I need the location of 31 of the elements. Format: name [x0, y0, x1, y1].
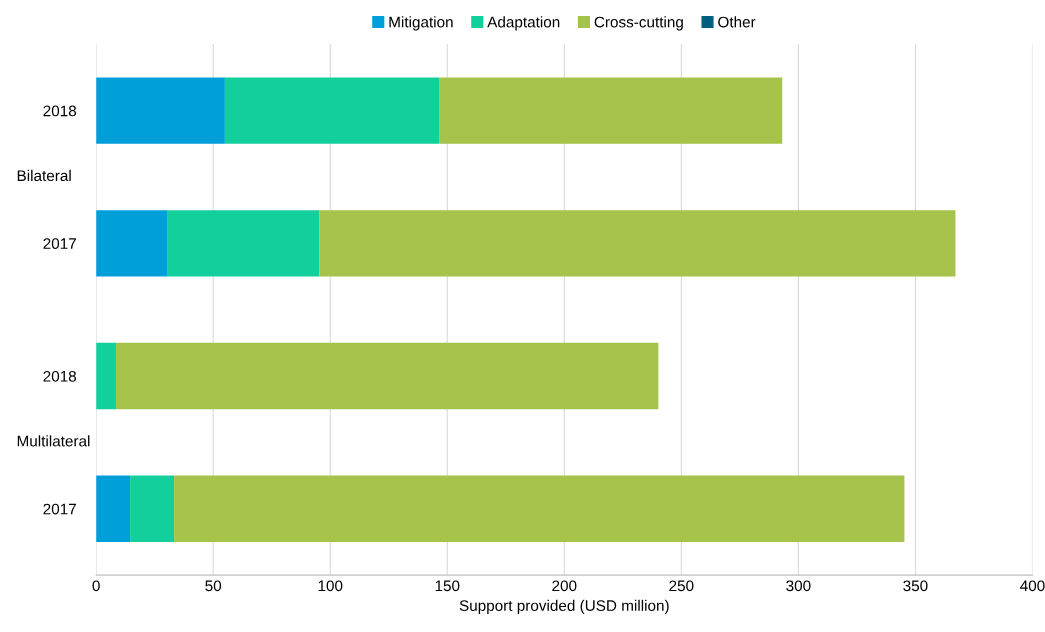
bar: [174, 475, 905, 542]
x-tick-label: 0: [92, 580, 100, 592]
bar: [439, 77, 783, 144]
bar: [167, 210, 320, 277]
legend-label: Cross-cutting: [594, 16, 683, 31]
bar: [319, 210, 956, 277]
bar: [96, 210, 168, 277]
y-tick-label: 2018: [43, 105, 77, 117]
x-tick-label: 200: [552, 580, 577, 592]
legend-label: Mitigation: [389, 16, 453, 31]
bar: [116, 342, 659, 410]
x-tick-label: 150: [435, 580, 460, 592]
bar: [96, 77, 225, 144]
x-tick-label: 300: [786, 580, 811, 592]
x-tick-label: 250: [669, 580, 694, 592]
bar: [130, 475, 175, 542]
y-tick-label: 2017: [43, 503, 76, 515]
text: Multilateral: [17, 435, 90, 447]
x-tick-label: 100: [318, 580, 343, 592]
bar: [96, 342, 117, 410]
bar: [96, 475, 131, 542]
y-tick-label: 2018: [43, 370, 77, 382]
x-tick-label: 50: [205, 580, 222, 592]
legend-label: Adaptation: [487, 16, 560, 31]
x-axis-title: Support provided (USD million): [459, 599, 669, 615]
legend-label: Other: [718, 16, 756, 28]
text: Bilateral: [17, 169, 71, 182]
x-tick-label: 350: [903, 580, 928, 592]
bar: [224, 77, 440, 144]
x-tick-label: 400: [1020, 580, 1045, 592]
y-tick-label: 2017: [43, 238, 76, 250]
